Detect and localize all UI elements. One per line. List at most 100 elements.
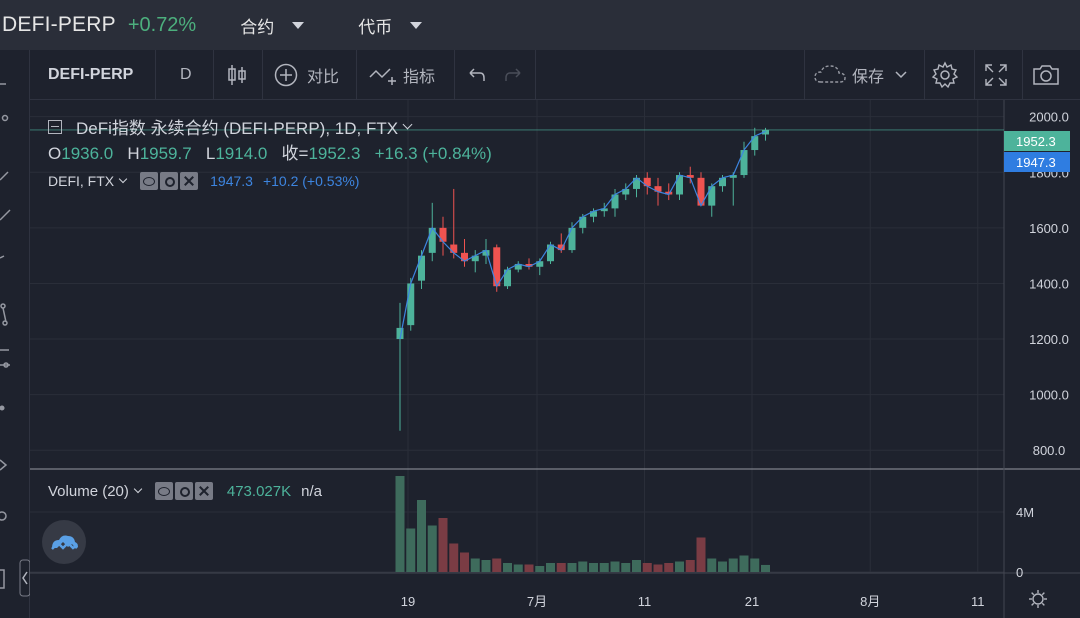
chevron-down-icon[interactable] [133,484,143,494]
time-axis: 19 7月 11 21 8月 11 [401,590,1047,609]
plus-circle-icon [274,63,298,87]
eye-icon[interactable] [154,482,173,500]
volume-legend: Volume (20) 473.027K n/a [48,482,322,500]
toolbar-separator [454,50,455,100]
chart-type-button[interactable] [227,50,247,100]
contract-menu[interactable]: 合约 [240,13,305,38]
volume-bar [610,561,620,572]
gear-icon [1032,593,1044,605]
drawing-tools-icons [0,83,31,597]
low-value: 1914.0 [215,144,268,163]
index-controls [140,172,200,190]
volume-bar [728,558,738,572]
magnet-tool-icon [0,569,5,589]
toolbar-separator [1022,50,1023,100]
volume-bar [427,525,437,572]
volume-bar [739,555,749,572]
save-button[interactable]: 保存 [813,50,909,100]
drawing-toolbar [0,50,31,618]
candle-body [600,208,608,212]
index-change: +10.2 (+0.53%) [262,173,360,189]
toolbar-separator [213,50,214,100]
candle-body [557,244,565,251]
gear-icon [931,61,959,89]
candle-body [493,247,501,287]
undo-button[interactable] [466,50,488,100]
eye-icon[interactable] [140,172,159,190]
volume-bar [417,500,426,572]
indicators-label: 指标 [403,69,436,86]
chevron-down-icon[interactable] [402,119,413,129]
volume-bar [503,563,512,572]
coin-menu[interactable]: 代币 [358,13,423,38]
volume-bar [632,560,641,572]
time-tick-label: 8月 [860,594,880,609]
candle-body [547,244,554,262]
cloud-icon [814,65,846,83]
channel-tool-icon [0,209,11,221]
price-tick-label: 1600.0 [1029,221,1069,236]
settings-button[interactable] [931,50,959,100]
pattern-line-icon [2,307,7,323]
gear-tooth [1041,602,1045,606]
toolbar-separator [804,50,805,100]
volume-bar [685,560,695,572]
candle-body [439,227,447,242]
symbol-search-button[interactable]: DEFI-PERP [48,50,133,100]
zoom-tool-icon [0,511,7,521]
fullscreen-button[interactable] [983,50,1009,100]
interval-button[interactable]: D [180,50,192,100]
time-tick-label: 19 [401,594,415,609]
close-icon[interactable] [194,482,213,500]
candle-body [514,263,522,270]
screenshot-button[interactable] [1032,50,1060,100]
symbol-change: +0.72% [127,13,197,36]
collapse-toolbar-button[interactable] [19,559,31,597]
candle-body [762,129,769,135]
candle-body [461,252,468,262]
ray-tool-icon [0,171,9,181]
redo-button[interactable] [502,50,524,100]
close-label: 收= [281,144,309,163]
close-icon[interactable] [180,172,199,190]
gear-icon[interactable] [174,482,193,500]
tradingview-logo[interactable] [42,520,86,564]
candle-body [428,227,436,253]
collapse-legend-icon[interactable] [48,119,62,134]
open-label: O [48,144,62,163]
candle-body [611,194,619,209]
top-header: DEFI-PERP +0.72% 合约 代币 [0,0,1080,50]
candle-body [396,327,404,340]
candle-body [418,255,425,281]
volume-bar [546,563,555,572]
index-legend: DEFI, FTX 1947.3 +10.2 (+0.53%) [48,172,359,190]
toolbar-separator [356,50,357,100]
chevron-down-icon[interactable] [118,174,128,184]
price-tick-label: 1400.0 [1029,276,1069,291]
gear-tooth [1031,592,1035,596]
volume-bar [696,537,706,572]
volume-bar [642,563,652,572]
coin-menu-label: 代币 [358,17,393,37]
volume-bar [449,543,459,572]
last-price-tag: 1952.3 [1004,131,1070,151]
volume-bar [621,563,631,572]
compare-button[interactable]: 对比 [274,50,339,100]
volume-bar [460,552,469,572]
price-tick-label: 800.0 [1033,443,1066,458]
candle-body [579,216,587,228]
change-value: +16.3 (+0.84%) [374,144,492,163]
candle-body [654,186,662,192]
index-line [399,130,766,340]
candle-body [686,175,694,178]
time-axis-settings-icon[interactable] [1029,590,1047,608]
text-tool-icon [0,459,8,471]
candle-body [504,269,511,287]
chart-toolbar: DEFI-PERP D 对比 指标 [30,50,1080,100]
indicators-button[interactable]: 指标 [368,50,435,100]
candle-body [590,211,597,217]
gear-icon[interactable] [160,172,179,190]
volume-value: 473.027K [226,482,292,500]
candle-body [676,175,683,195]
pattern-tool-icon [0,303,6,309]
